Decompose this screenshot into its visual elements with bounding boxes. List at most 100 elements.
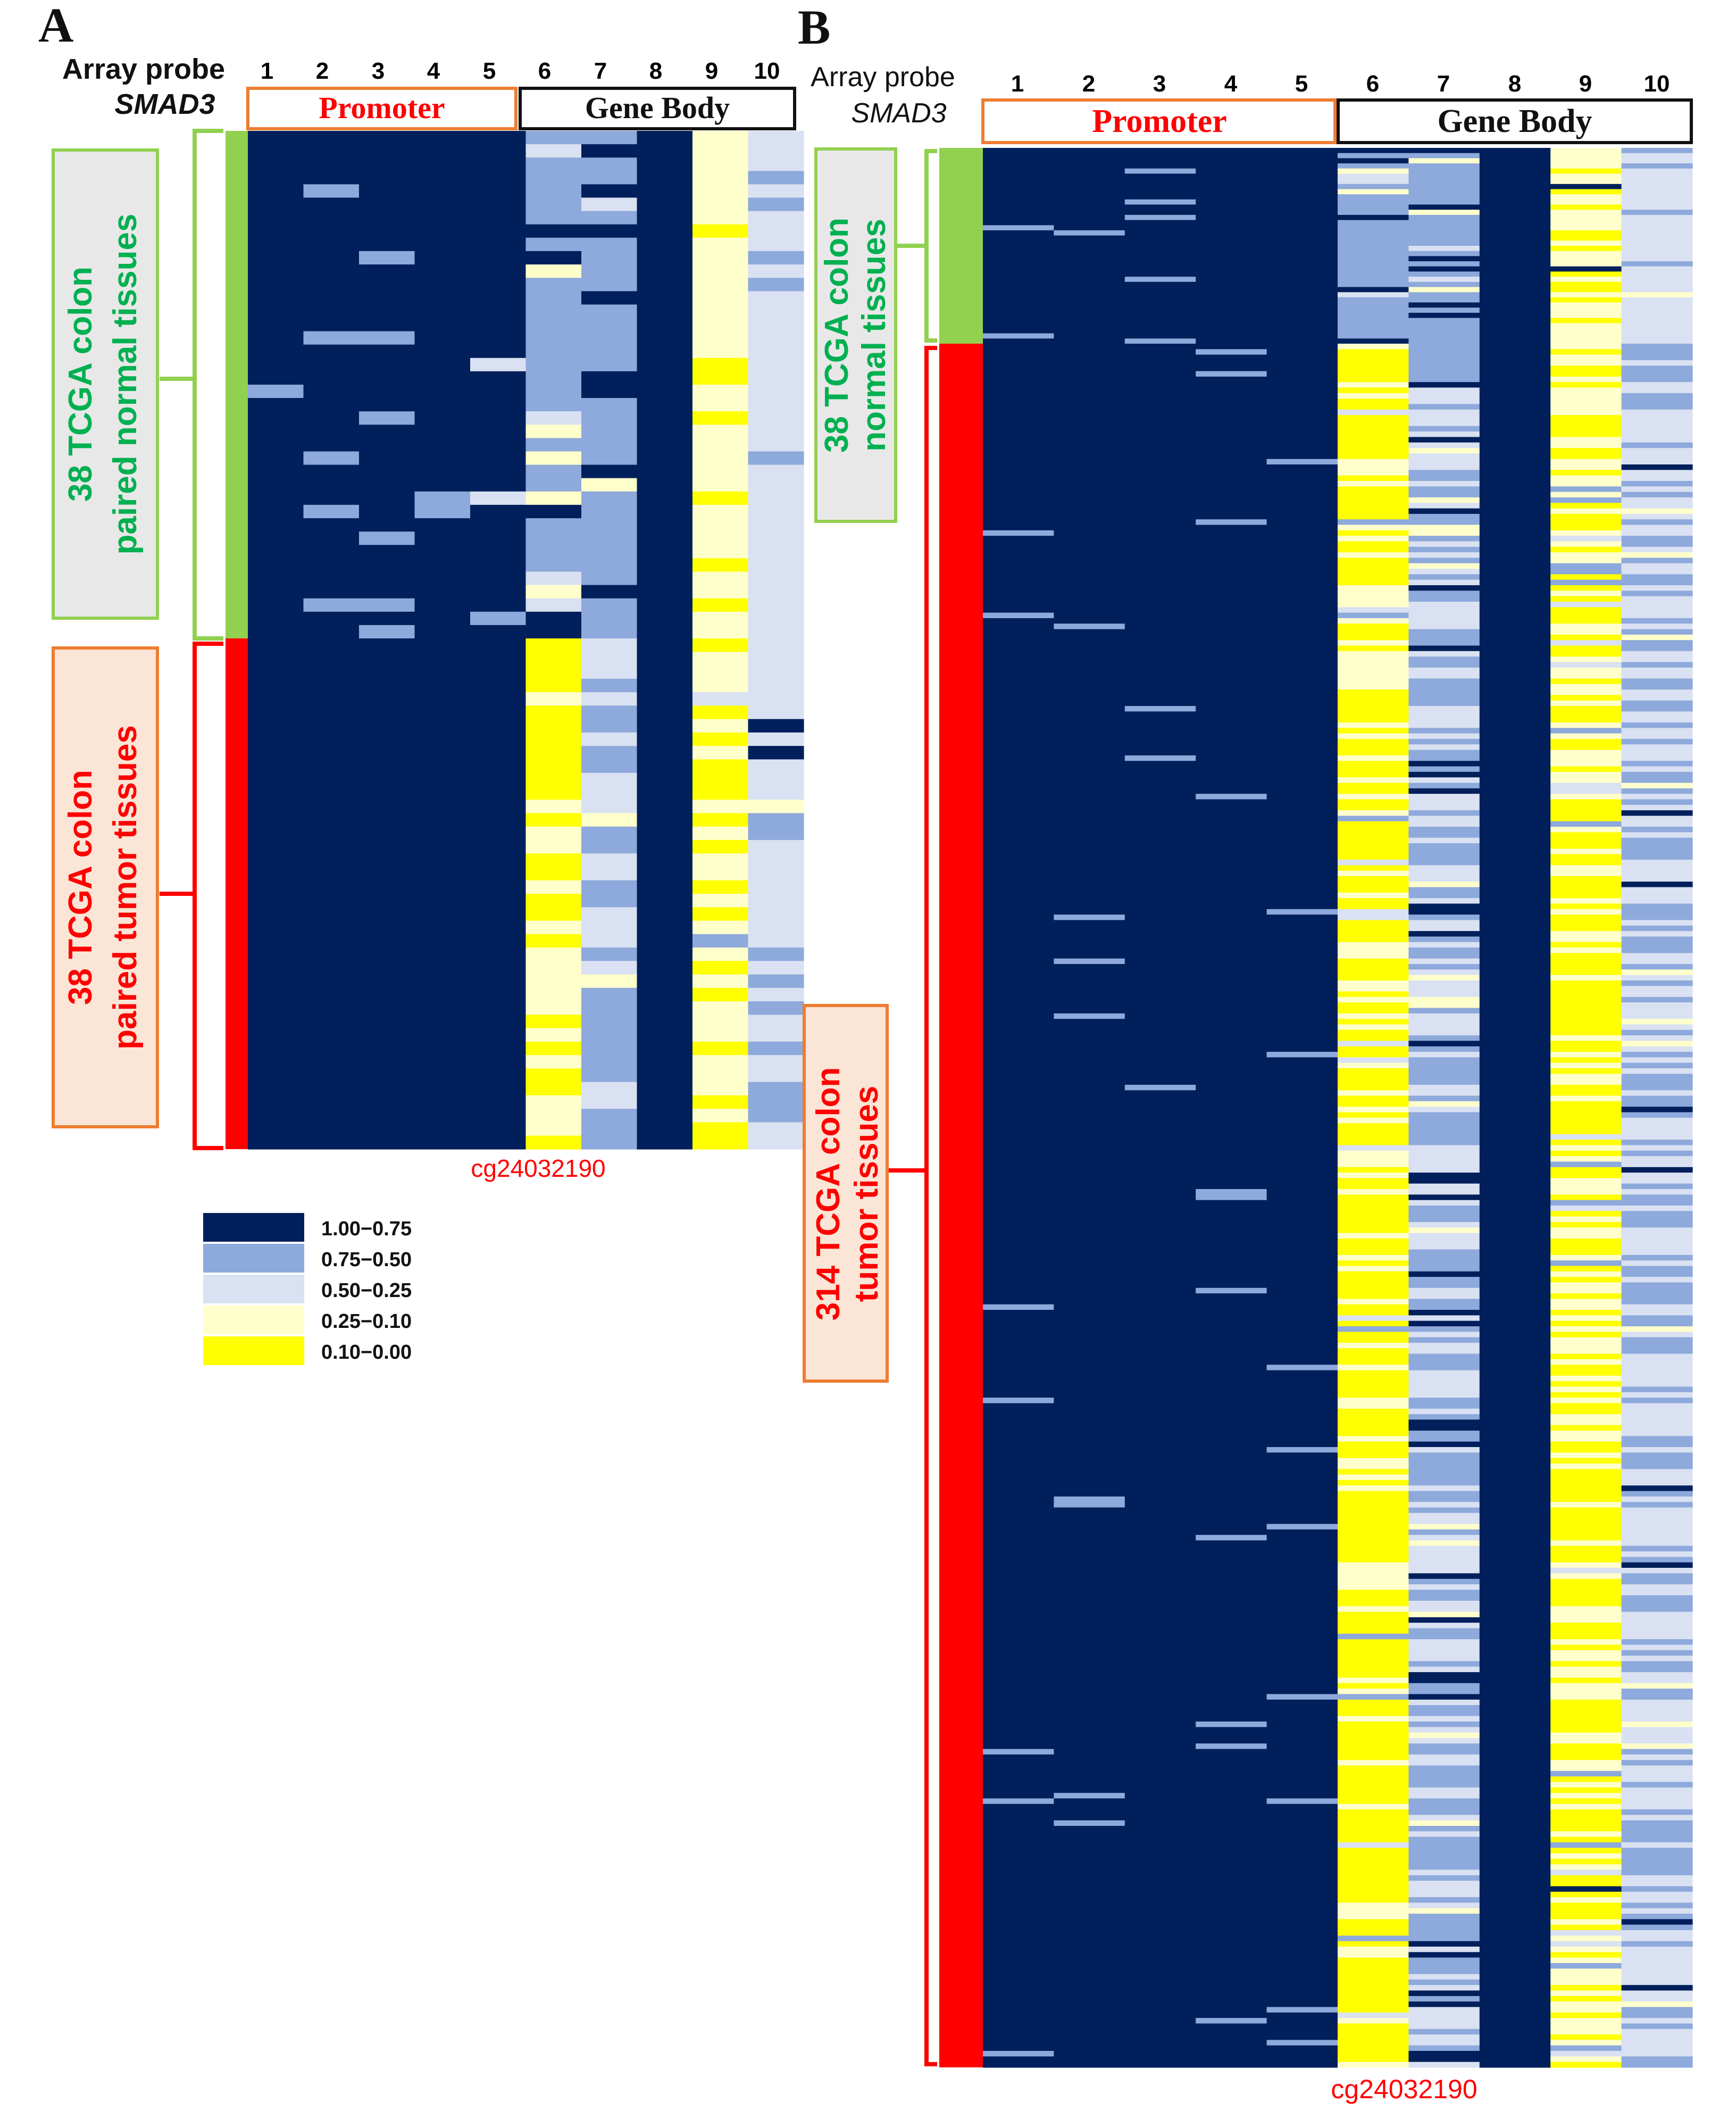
panel-b-heatmap-cell <box>1550 1793 1622 1799</box>
panel-b-heatmap-cell <box>1550 354 1622 366</box>
panel-b-heatmap-cell <box>1196 349 1267 355</box>
panel-b-heatmap <box>983 148 1693 2068</box>
panel-b-heatmap-cell <box>1408 481 1480 487</box>
panel-a-heatmap-cell <box>581 880 638 908</box>
panel-b-heatmap-cell <box>1550 903 1622 910</box>
panel-b-heatmap-cell <box>1621 1650 1693 1656</box>
color-legend: 1.00−0.75 0.75−0.50 0.50−0.25 0.25−0.10 … <box>203 1213 412 1365</box>
panel-b-heatmap-cell <box>1408 1974 1480 1980</box>
panel-b-heatmap-cell <box>1408 1875 1480 1881</box>
panel-b-heatmap-cell <box>1550 1743 1622 1760</box>
panel-b-heatmap-cell <box>1408 1947 1480 1952</box>
panel-b-heatmap-cell <box>1338 991 1409 998</box>
panel-b-probe-number: 4 <box>1224 71 1238 97</box>
legend-swatch-4 <box>203 1306 304 1334</box>
panel-a-heatmap-cell <box>525 1135 582 1150</box>
panel-b-heatmap-cell <box>1338 1721 1409 1760</box>
panel-b-heatmap-cell <box>1338 942 1409 959</box>
panel-b-heatmap-cell <box>1408 1085 1480 1096</box>
panel-b-normal-label-line1: 38 TCGA colon <box>819 218 855 453</box>
panel-b-heatmap-cell <box>1550 1271 1622 1277</box>
panel-b-heatmap-cell <box>1338 1408 1409 1436</box>
panel-b-heatmap-cell <box>1550 1353 1622 1360</box>
panel-b-heatmap-cell <box>1550 1068 1622 1074</box>
panel-b-heatmap-cell <box>1338 980 1409 992</box>
legend-swatch-1 <box>203 1213 304 1242</box>
panel-b-heatmap-cell <box>1338 2023 1409 2063</box>
panel-b-heatmap-cell <box>1621 1057 1693 1063</box>
panel-b-heatmap-cell <box>1550 1464 1622 1469</box>
panel-b-heatmap-cell <box>1338 1013 1409 1019</box>
panel-b-heatmap-cell <box>1550 706 1622 723</box>
panel-a-heatmap-cell <box>248 131 304 385</box>
panel-b-heatmap-cell <box>1621 667 1693 679</box>
panel-a-heatmap-cell <box>581 398 638 466</box>
panel-b-heatmap-cell <box>1408 503 1480 509</box>
panel-b-heatmap-cell <box>1550 1425 1622 1431</box>
panel-b-heatmap-cell <box>1408 404 1480 410</box>
panel-b-heatmap-cell <box>1338 1002 1409 1014</box>
panel-a-array-probe-label: Array probe <box>62 53 225 85</box>
panel-a-heatmap-cell <box>414 491 471 519</box>
panel-a-heatmap-cell <box>359 251 415 265</box>
panel-b-heatmap-cell <box>1550 1282 1622 1294</box>
panel-b-heatmap-cell <box>1621 1452 1693 1469</box>
panel-a-heatmap-cell <box>581 211 638 225</box>
panel-a-heatmap-cell <box>692 1095 749 1109</box>
panel-b-heatmap-cell <box>1550 194 1622 205</box>
panel-b-heatmap-cell <box>1408 409 1480 427</box>
panel-b-heatmap-cell <box>1621 1573 1693 1585</box>
panel-b-heatmap-cell <box>983 333 1054 339</box>
panel-b-heatmap-cell <box>1621 634 1693 641</box>
panel-a-heatmap-cell <box>525 224 582 238</box>
panel-b-heatmap-cell <box>1196 1721 1267 1727</box>
panel-b-heatmap-cell <box>1338 1348 1409 1365</box>
panel-b-heatmap-cell <box>1621 1029 1693 1036</box>
panel-b-heatmap-cell <box>1621 816 1693 827</box>
panel-b-heatmap-cell <box>1266 1365 1338 1371</box>
panel-b-heatmap-cell <box>1408 1299 1480 1310</box>
panel-a-heatmap-cell <box>748 211 804 252</box>
panel-b-heatmap-cell <box>1621 859 1693 882</box>
panel-b-heatmap-cell <box>1621 1914 1693 1919</box>
panel-b-heatmap-cell <box>1550 448 1622 460</box>
panel-b-heatmap-cell <box>1338 387 1409 394</box>
panel-b-heatmap-cell <box>1550 1178 1622 1195</box>
panel-b-heatmap-cell <box>1338 1320 1409 1327</box>
panel-b-heatmap-cell <box>1338 1941 1409 1947</box>
panel-b-heatmap-cell <box>1408 810 1480 816</box>
panel-b-heatmap-cell <box>1550 579 1622 586</box>
panel-b-heatmap-cell <box>1621 442 1693 448</box>
panel-b-heatmap-cell <box>1621 1644 1693 1651</box>
panel-b-heatmap-cell <box>1550 854 1622 866</box>
panel-b-heatmap-cell <box>1266 459 1338 465</box>
panel-b-heatmap-cell <box>1408 1545 1480 1574</box>
panel-b-heatmap-cell <box>1621 1386 1693 1393</box>
panel-b-heatmap-cell <box>1338 1683 1409 1689</box>
panel-b-heatmap-cell <box>1621 596 1693 619</box>
panel-b-heatmap-cell <box>1196 1189 1267 1201</box>
panel-a-heatmap-cell <box>359 425 415 532</box>
panel-b-heatmap-cell <box>1338 1606 1409 1613</box>
panel-b-heatmap-cell <box>1408 158 1480 164</box>
panel-a-heatmap-cell <box>525 491 582 505</box>
panel-b-heatmap-cell <box>1621 2029 1693 2057</box>
panel-b-heatmap-cell <box>1550 536 1622 542</box>
panel-b-heatmap-cell <box>1621 788 1693 794</box>
panel-b-heatmap-cell <box>1550 1957 1622 1964</box>
panel-b-heatmap-cell <box>1621 214 1693 262</box>
panel-b-heatmap-cell <box>1621 624 1693 630</box>
panel-a-heatmap-cell <box>581 237 638 292</box>
panel-b-heatmap-cell <box>1550 266 1622 272</box>
panel-b-heatmap-cell <box>1338 1562 1409 1590</box>
panel-b-heatmap-cell <box>1338 1332 1409 1343</box>
panel-a-heatmap-cell <box>525 411 582 425</box>
panel-b-heatmap-cell <box>1338 1491 1409 1563</box>
panel-b-heatmap-cell <box>1621 1403 1693 1436</box>
panel-b-heatmap-cell <box>1408 1441 1480 1448</box>
panel-b-heatmap-cell <box>1408 1836 1480 1871</box>
panel-b-heatmap-cell <box>1408 1315 1480 1322</box>
panel-b-heatmap-cell <box>1550 1963 1622 1969</box>
panel-b-heatmap-cell <box>1338 1480 1409 1486</box>
